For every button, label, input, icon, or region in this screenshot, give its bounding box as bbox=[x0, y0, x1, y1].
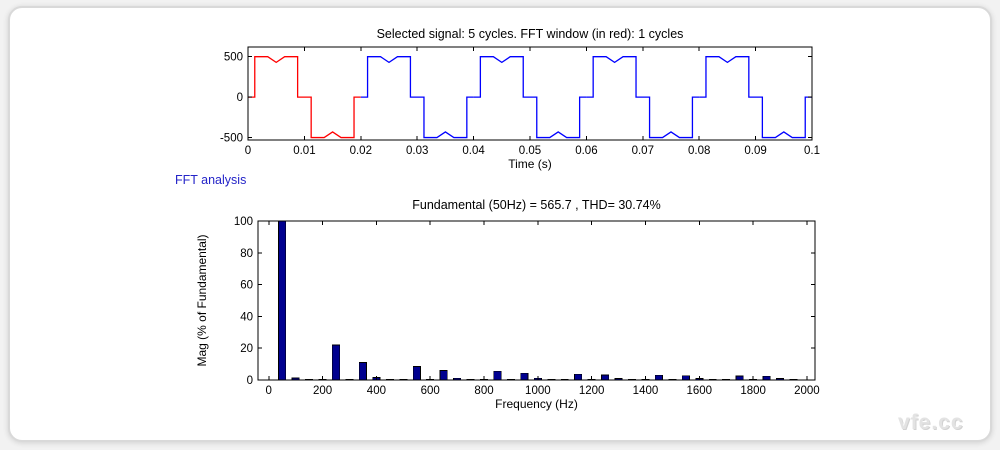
fft-xtick-label: 800 bbox=[474, 385, 493, 397]
figure-panel bbox=[8, 6, 992, 442]
signal-xtick-label: 0.1 bbox=[804, 145, 820, 157]
fft-yaxis-label: Mag (% of Fundamental) bbox=[195, 234, 209, 366]
harmonic-bar bbox=[601, 374, 610, 381]
signal-cycle bbox=[699, 56, 812, 139]
harmonic-bar bbox=[332, 344, 341, 381]
harmonic-bar bbox=[412, 366, 421, 381]
harmonic-bar bbox=[358, 362, 367, 381]
signal-xtick-label: 0 bbox=[245, 145, 251, 157]
fft-xtick-label: 0 bbox=[266, 385, 272, 397]
fft-ytick-label: 0 bbox=[247, 375, 253, 387]
watermark: vfe.cc bbox=[898, 411, 964, 434]
signal-xtick-label: 0.02 bbox=[350, 145, 372, 157]
signal-xtick-label: 0.03 bbox=[406, 145, 428, 157]
fft-xtick-label: 1000 bbox=[525, 385, 551, 397]
harmonic-bar bbox=[493, 370, 502, 381]
signal-ytick-label: 500 bbox=[224, 52, 243, 64]
fft-xtick-label: 1800 bbox=[740, 385, 766, 397]
harmonic-bar bbox=[520, 372, 529, 381]
fft-harmonics-chart: 0 200 400 600 800 1000 1200 1400 1600 1800 2000 0 20… bbox=[195, 216, 820, 411]
fft-plot-box bbox=[257, 220, 816, 381]
harmonic-bar bbox=[439, 370, 448, 381]
signal-cycle bbox=[473, 56, 587, 139]
fft-xaxis-label: Frequency (Hz) bbox=[495, 397, 578, 411]
signal-cycle bbox=[586, 56, 700, 139]
signal-xtick-label: 0.05 bbox=[519, 145, 541, 157]
signal-xtick-label: 0.04 bbox=[462, 145, 485, 157]
fft-xtick-label: 600 bbox=[421, 385, 440, 397]
fft-chart-title: Fundamental (50Hz) = 565.7 , THD= 30.74% bbox=[412, 198, 661, 212]
signal-ytick-label: -500 bbox=[220, 133, 243, 145]
fft-ytick-label: 40 bbox=[240, 311, 253, 323]
harmonic-bar bbox=[278, 220, 287, 381]
signal-xaxis-label: Time (s) bbox=[508, 157, 552, 171]
signal-xtick-label: 0.09 bbox=[744, 145, 766, 157]
signal-xtick-label: 0.06 bbox=[575, 145, 597, 157]
fft-xtick-label: 1200 bbox=[579, 385, 605, 397]
signal-chart-title: Selected signal: 5 cycles. FFT window (i… bbox=[376, 27, 684, 41]
fft-xtick-label: 200 bbox=[313, 385, 332, 397]
signal-cycle bbox=[360, 56, 474, 139]
fft-ytick-label: 60 bbox=[240, 280, 253, 292]
fft-analysis-label: FFT analysis bbox=[175, 173, 247, 187]
fft-xtick-label: 1400 bbox=[633, 385, 659, 397]
fft-xtick-label: 1600 bbox=[686, 385, 712, 397]
signal-xtick-label: 0.08 bbox=[688, 145, 710, 157]
signal-plot-box bbox=[247, 46, 813, 141]
harmonic-bar bbox=[654, 374, 663, 381]
signal-ytick-label: 0 bbox=[237, 92, 243, 104]
signal-waveform-chart: 0 0.01 0.02 0.03 0.04 0.05 0.06 0.07 0.08 0.09 0.1… bbox=[220, 46, 820, 171]
signal-xtick-label: 0.01 bbox=[293, 145, 315, 157]
fft-xtick-label: 400 bbox=[367, 385, 386, 397]
fft-window-cycle bbox=[248, 56, 361, 139]
signal-xtick-label: 0.07 bbox=[632, 145, 654, 157]
fft-ytick-label: 20 bbox=[240, 343, 253, 355]
harmonic-bar bbox=[574, 373, 583, 381]
fft-ytick-label: 100 bbox=[234, 216, 253, 228]
fft-xtick-label: 2000 bbox=[794, 385, 820, 397]
fft-ytick-label: 80 bbox=[240, 248, 253, 260]
harmonic-bar bbox=[681, 375, 690, 381]
